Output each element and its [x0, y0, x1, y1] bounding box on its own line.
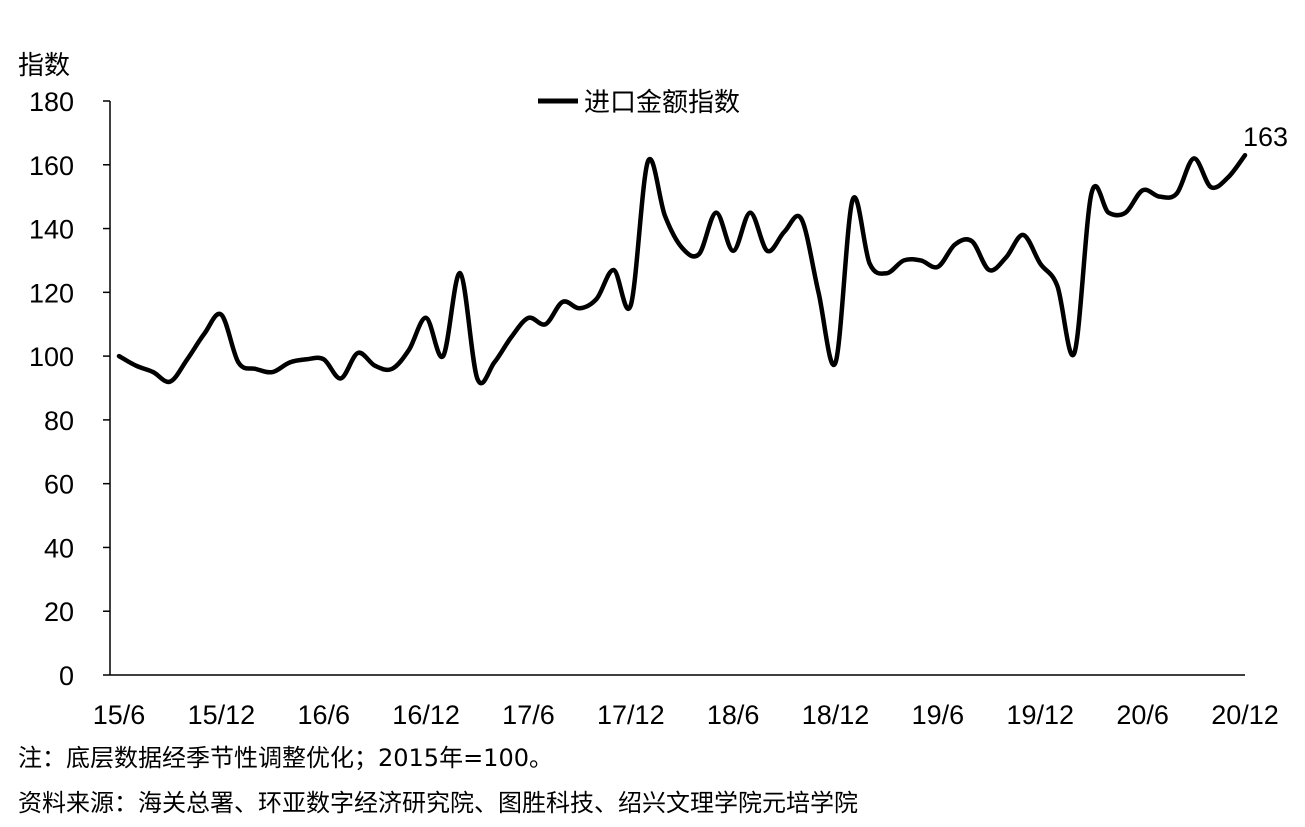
y-tick-label: 140 [29, 215, 74, 245]
x-tick-label: 15/12 [188, 700, 256, 730]
y-tick-label: 40 [44, 533, 74, 563]
y-tick-label: 80 [44, 406, 74, 436]
line-chart: 指数 0 20 40 60 80 100 120 140 160 180 15/6 15/12 16/… [18, 51, 1288, 730]
series-group [116, 152, 1248, 386]
x-tick-label: 20/12 [1211, 700, 1279, 730]
y-axis: 0 20 40 60 80 100 120 140 160 180 [29, 87, 111, 691]
y-tick-label: 100 [29, 342, 74, 372]
x-tick-label: 19/6 [912, 700, 965, 730]
x-tick-label: 18/6 [707, 700, 760, 730]
annotations: 163 [1243, 122, 1288, 152]
y-tick-label: 120 [29, 278, 74, 308]
y-tick-label: 0 [59, 661, 74, 691]
chart-source: 资料来源：海关总署、环亚数字经济研究院、图胜科技、绍兴文理学院元培学院 [18, 789, 858, 817]
x-tick-label: 16/12 [392, 700, 460, 730]
x-axis: 15/6 15/12 16/6 16/12 17/6 17/12 18/6 18/12 19/6… [93, 674, 1279, 730]
y-tick-label: 160 [29, 151, 74, 181]
y-tick-label: 20 [44, 597, 74, 627]
data-label-20-12: 163 [1243, 122, 1288, 152]
x-tick-label: 19/12 [1006, 700, 1074, 730]
y-axis-title: 指数 [18, 51, 70, 81]
y-tick-label: 180 [29, 87, 74, 117]
x-tick-label: 20/6 [1116, 700, 1169, 730]
legend: 进口金额指数 [538, 88, 740, 118]
series-line-0 [116, 152, 1248, 386]
chart-note: 注：底层数据经季节性调整优化；2015年=100。 [18, 744, 553, 772]
x-tick-label: 15/6 [93, 700, 146, 730]
x-tick-label: 17/6 [502, 700, 555, 730]
x-tick-label: 17/12 [597, 700, 665, 730]
y-tick-label: 60 [44, 470, 74, 500]
x-tick-label: 18/12 [802, 700, 870, 730]
legend-label: 进口金额指数 [584, 88, 740, 118]
x-tick-label: 16/6 [297, 700, 350, 730]
